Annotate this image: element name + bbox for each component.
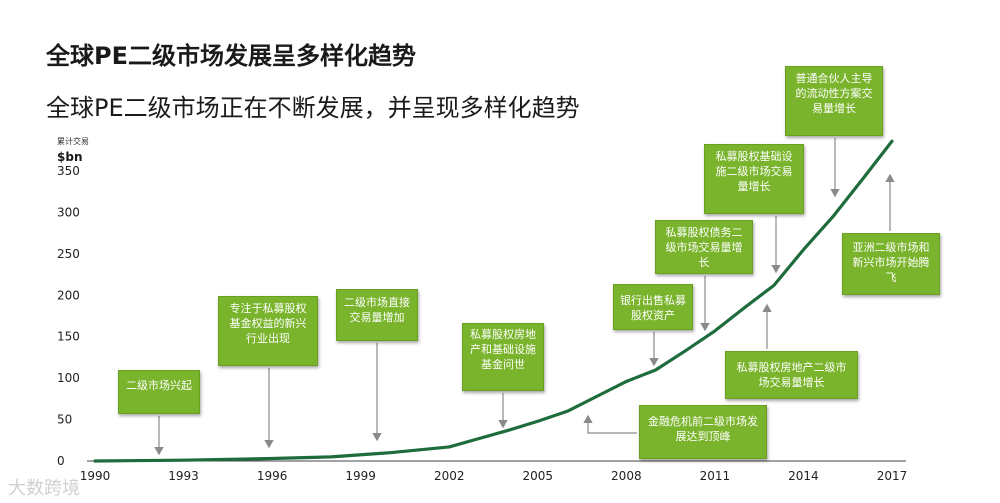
y-tick-label: 0: [57, 454, 65, 468]
annotation-gp-led: 普通合伙人主导的流动性方案交易量增长: [785, 66, 883, 136]
annotation-arrow: [583, 414, 637, 434]
y-tick-label: 200: [57, 288, 80, 302]
annotation-asia-emerging: 亚洲二级市场和新兴市场开始腾飞: [842, 233, 940, 295]
annotation-secondary-market-rise: 二级市场兴起: [118, 370, 200, 414]
y-tick-label: 250: [57, 247, 80, 261]
x-tick-label: 2011: [700, 469, 731, 483]
annotation-real-estate-infra: 私募股权房地产和基础设施基金问世: [462, 323, 544, 391]
x-tick-label: 2008: [611, 469, 642, 483]
x-tick-label: 1990: [80, 469, 111, 483]
y-tick-label: 350: [57, 164, 80, 178]
annotation-new-industry: 专注于私募股权基金权益的新兴行业出现: [218, 296, 318, 366]
annotation-pre-crisis-peak: 金融危机前二级市场发展达到顶峰: [639, 405, 767, 459]
annotation-bank-sales: 银行出售私募股权资产: [613, 284, 693, 330]
annotation-infra-secondary: 私募股权基础设施二级市场交易量增长: [704, 144, 804, 214]
annotation-real-estate-secondary: 私募股权房地产二级市场交易量增长: [725, 351, 858, 399]
y-tick-label: 100: [57, 371, 80, 385]
page-subtitle: 全球PE二级市场正在不断发展，并呈现多样化趋势: [46, 94, 580, 122]
y-tick-label: 50: [57, 413, 72, 427]
y-axis-caption: 累计交易: [57, 137, 89, 146]
annotation-direct-trades: 二级市场直接交易量增加: [336, 289, 418, 341]
x-tick-label: 1993: [168, 469, 199, 483]
annotation-debt-secondary: 私募股权债务二级市场交易量增长: [655, 220, 753, 274]
watermark: 大数跨境: [8, 478, 80, 499]
x-tick-label: 2005: [523, 469, 554, 483]
y-axis-unit: $bn: [57, 150, 83, 164]
y-tick-label: 300: [57, 205, 80, 219]
x-tick-label: 1996: [257, 469, 288, 483]
x-tick-label: 2002: [434, 469, 465, 483]
x-tick-label: 2014: [788, 469, 819, 483]
series-line: [93, 139, 894, 463]
y-tick-label: 150: [57, 330, 80, 344]
x-tick-label: 2017: [877, 469, 908, 483]
x-tick-label: 1999: [345, 469, 376, 483]
page-title: 全球PE二级市场发展呈多样化趋势: [46, 42, 416, 70]
